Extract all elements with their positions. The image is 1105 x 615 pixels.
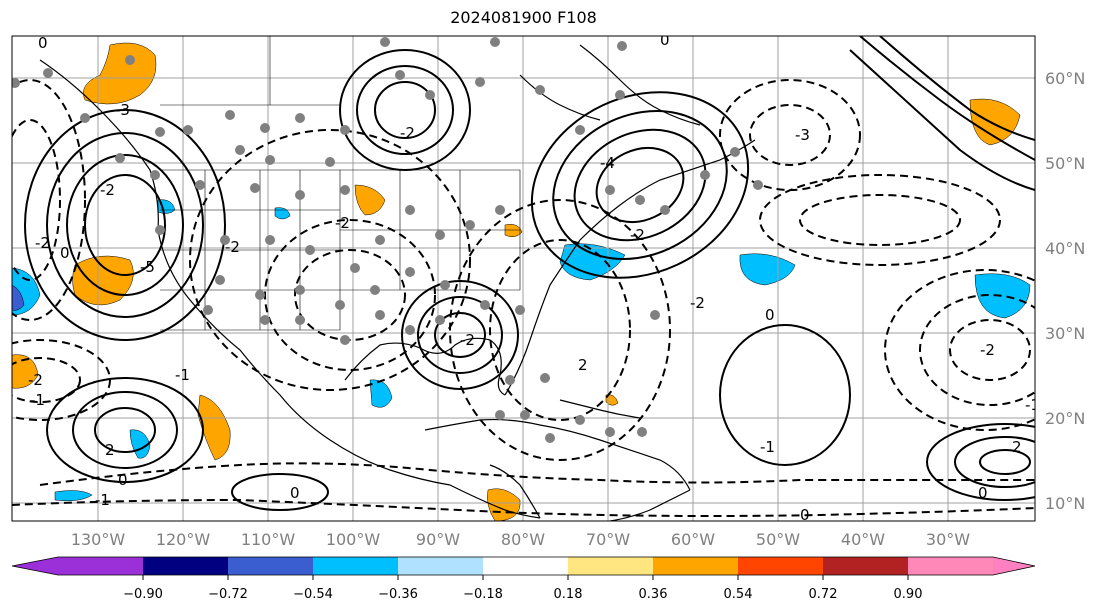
contour-label: -2: [335, 214, 350, 232]
contour-label: 2: [578, 356, 588, 374]
lon-label: 120°W: [156, 530, 211, 549]
contour-label: -3: [115, 101, 130, 119]
colorbar-segment: [143, 557, 228, 575]
lat-label: 60°N: [1045, 69, 1085, 88]
contour-label: -2: [400, 124, 415, 142]
lat-label: 20°N: [1045, 409, 1085, 428]
colorbar: −0.90 −0.72 −0.54 −0.36 −0.18 0.18 0.36 …: [11, 556, 1036, 602]
colorbar-segment: [398, 557, 483, 575]
colorbar-segment: [568, 557, 653, 575]
lon-label: 30°W: [926, 530, 970, 549]
colorbar-tick-label: 0.54: [724, 587, 753, 602]
contour-label: -2: [35, 234, 50, 252]
colorbar-segment: [908, 557, 993, 575]
colorbar-tick-label: 0.18: [554, 587, 583, 602]
contour-label: 2: [105, 441, 115, 459]
lon-label: 100°W: [326, 530, 381, 549]
contour-label: -3: [795, 126, 810, 144]
contour-label: -1: [95, 491, 110, 509]
contour-label: 0: [290, 484, 300, 502]
map-title: 2024081900 F108: [450, 8, 597, 27]
colorbar-high-extension: [993, 557, 1035, 575]
colorbar-low-extension: [12, 557, 58, 575]
contour-label: -2: [225, 238, 240, 256]
contour-label: -1: [1025, 396, 1040, 414]
contour-label: -1: [175, 366, 190, 384]
contour-label: 2: [1012, 438, 1022, 456]
lat-label: 10°N: [1045, 494, 1085, 513]
colorbar-tick-label: 0.36: [639, 587, 668, 602]
contour-label: 0: [118, 471, 128, 489]
contour-label: -2: [690, 294, 705, 312]
dashed-contours: [12, 79, 1035, 517]
colorbar-tick-label: −0.18: [463, 587, 503, 602]
colorbar-segment: [58, 557, 143, 575]
lon-label: 50°W: [756, 530, 800, 549]
contour-label: -2: [460, 331, 475, 349]
colorbar-tick-label: 0.90: [894, 587, 923, 602]
contour-labels: 0 -3 -2 -2 -5 0 0 -2 -4 -2 0 -2 -3 -2 -2…: [28, 31, 1040, 524]
gridlines: [12, 36, 1035, 521]
contour-label: -5: [140, 258, 155, 276]
lon-label: 90°W: [416, 530, 460, 549]
lon-label: 40°W: [841, 530, 885, 549]
contour-label: -2: [100, 181, 115, 199]
contour-label: 0: [660, 31, 670, 49]
lon-label: 60°W: [671, 530, 715, 549]
contour-label: -2: [980, 341, 995, 359]
contour-label: -4: [600, 154, 615, 172]
plot-frame: [11, 35, 1036, 522]
contour-label: 0: [38, 34, 48, 52]
contour-label: 0: [800, 506, 810, 524]
lon-label: 80°W: [501, 530, 545, 549]
colorbar-segment: [823, 557, 908, 575]
contour-label: 0: [978, 484, 988, 502]
colorbar-segment: [483, 557, 568, 575]
lat-label: 40°N: [1045, 239, 1085, 258]
colorbar-segment: [313, 557, 398, 575]
solid-contours: [24, 36, 1035, 511]
latitude-labels: 60°N 50°N 40°N 30°N 20°N 10°N: [1045, 69, 1085, 513]
longitude-labels: 130°W 120°W 110°W 100°W 90°W 80°W 70°W 6…: [71, 530, 970, 549]
colorbar-segment: [738, 557, 823, 575]
lon-label: 130°W: [71, 530, 126, 549]
colorbar-tick-label: −0.54: [293, 587, 333, 602]
colorbar-segment: [653, 557, 738, 575]
shaded-anomaly-regions: [12, 42, 1031, 521]
contour-label: -1: [30, 391, 45, 409]
contour-label: 0: [765, 306, 775, 324]
contour-label: -2: [630, 226, 645, 244]
colorbar-tick-label: −0.36: [378, 587, 418, 602]
contour-label: -1: [760, 438, 775, 456]
contour-label: -2: [28, 371, 43, 389]
contour-label: 0: [60, 244, 70, 262]
colorbar-tick-label: −0.90: [123, 587, 163, 602]
lon-label: 70°W: [586, 530, 630, 549]
colorbar-segment: [228, 557, 313, 575]
lon-label: 110°W: [241, 530, 296, 549]
colorbar-tick-label: −0.72: [208, 587, 248, 602]
colorbar-tick-label: 0.72: [809, 587, 838, 602]
lat-label: 30°N: [1045, 324, 1085, 343]
lat-label: 50°N: [1045, 154, 1085, 173]
station-dots: [12, 37, 763, 443]
